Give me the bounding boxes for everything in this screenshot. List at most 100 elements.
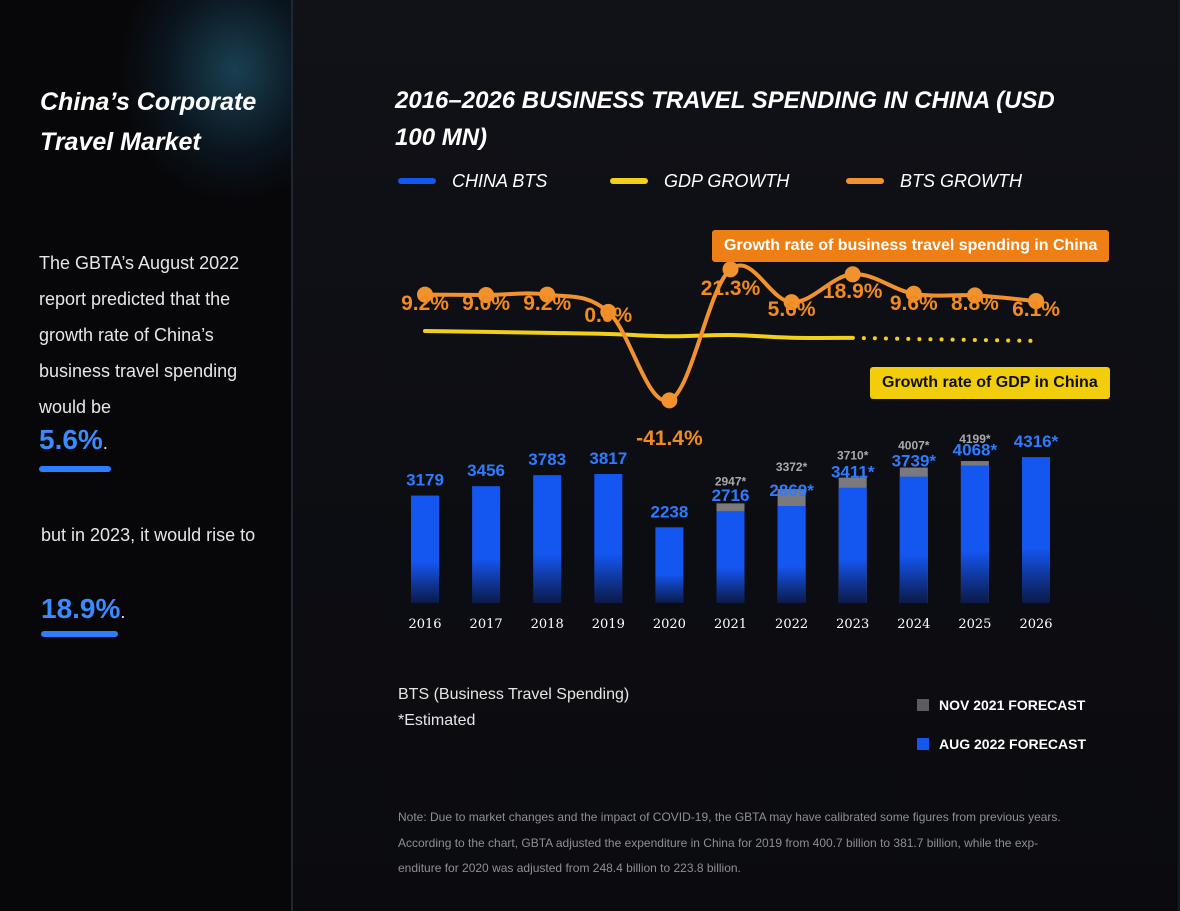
bar-value-label: 4316*	[1014, 432, 1059, 451]
bar-2016	[411, 495, 439, 603]
bts-growth-point-2018	[539, 286, 556, 303]
bar-2025	[960, 465, 989, 603]
legend-swatch-bts-growth	[846, 178, 884, 184]
divider	[291, 0, 293, 911]
x-tick-label: 2020	[653, 617, 686, 632]
period: .	[120, 602, 126, 622]
footnote: Note: Due to market changes and the impa…	[398, 810, 1061, 875]
bar-2017	[472, 486, 501, 603]
bts-growth-callout: Growth rate of business travel spending …	[712, 230, 1110, 262]
bar-2019	[594, 473, 623, 603]
x-tick-label: 2022	[775, 617, 808, 632]
bts-growth-point-2019	[600, 303, 617, 320]
bar-value-label: 3456	[467, 461, 505, 480]
bts-growth-point-2025	[966, 287, 983, 304]
period: .	[102, 433, 108, 453]
gdp-growth-forecast-line	[850, 335, 1038, 343]
x-tick-label: 2021	[714, 617, 747, 632]
bar-2024	[899, 476, 928, 603]
legend-swatch-bts	[398, 178, 436, 184]
bts-growth-point-2020	[661, 392, 678, 409]
legend-bts-growth: BTS GROWTH	[846, 170, 1022, 192]
bar-value-label: 2716	[712, 486, 750, 505]
x-tick-label: 2018	[531, 617, 564, 632]
bar-value-label: 3783	[528, 450, 566, 469]
legend-china-bts: CHINA BTS	[398, 170, 547, 192]
legend-label: AUG 2022 FORECAST	[939, 736, 1087, 752]
sidebar-paragraph-1: The GBTA’s August 2022 report predicted …	[39, 253, 240, 417]
legend-swatch-aug	[917, 738, 929, 750]
highlight-underline	[41, 631, 118, 637]
nov-forecast-label: 4199*	[959, 432, 991, 446]
legend-nov-forecast: NOV 2021 FORECAST	[917, 697, 1085, 713]
bts-growth-point-2021	[722, 261, 739, 278]
chart-panel	[293, 0, 1180, 911]
growth-value-label: 9.0%	[462, 292, 510, 315]
growth-value-label: 9.2%	[401, 292, 449, 315]
x-tick-label: 2017	[470, 617, 503, 632]
sidebar-paragraph-2: but in 2023, it would rise to	[41, 525, 256, 545]
growth-value-label: -41.4%	[636, 427, 703, 450]
growth-value-label: 18.9%	[823, 280, 883, 303]
sidebar: China’s Corporate Travel Market The GBTA…	[0, 0, 292, 911]
bts-definition: BTS (Business Travel Spending)	[398, 686, 630, 703]
bts-growth-point-2026	[1028, 293, 1044, 310]
estimated-note: *Estimated	[398, 712, 476, 729]
gdp-growth-line	[423, 329, 855, 340]
bar-2026	[1022, 457, 1050, 603]
growth-value-label: 21.3%	[701, 277, 761, 300]
gdp-growth-callout: Growth rate of GDP in China	[870, 367, 1110, 399]
sidebar-title: China’s Corporate Travel Market	[40, 88, 257, 156]
bar-2022	[777, 506, 806, 603]
growth-value-label: 6.1%	[1012, 298, 1060, 321]
bar-value-label: 4068*	[953, 441, 998, 460]
bar-value-label: 3817	[589, 449, 627, 468]
bts-growth-point-2016	[417, 286, 433, 303]
divider	[1178, 0, 1180, 911]
x-tick-label: 2024	[897, 617, 930, 632]
chart-title: 2016–2026 BUSINESS TRAVEL SPENDING IN CH…	[395, 87, 1055, 151]
highlight-underline	[39, 466, 111, 472]
growth-value-label: 5.6%	[768, 298, 816, 321]
growth-value-label: 9.6%	[890, 292, 938, 315]
x-tick-label: 2019	[592, 617, 625, 632]
nov-forecast-label: 3710*	[837, 449, 869, 463]
x-tick-label: 2026	[1019, 617, 1052, 632]
bar-value-label: 2238	[650, 502, 688, 521]
growth-value-label: 0.9%	[584, 304, 632, 327]
legend-aug-forecast: AUG 2022 FORECAST	[917, 736, 1086, 752]
x-tick-label: 2025	[958, 617, 991, 632]
highlight-2022-value: 5.6%	[39, 424, 103, 455]
x-tick-label: 2023	[836, 617, 869, 632]
legend-gdp-growth: GDP GROWTH	[610, 170, 789, 192]
bar-value-label: 3411*	[831, 463, 875, 482]
bar-value-label: 2869*	[769, 481, 814, 500]
legend-label: GDP GROWTH	[664, 170, 790, 191]
bts-growth-point-2022	[783, 294, 800, 311]
highlight-2023-growth: 18.9%.	[41, 593, 125, 625]
legend-label: CHINA BTS	[452, 170, 548, 191]
bar-2021	[716, 511, 745, 603]
bar-2018	[533, 475, 562, 603]
legend-label: BTS GROWTH	[900, 170, 1022, 191]
bar-value-label: 3739*	[892, 452, 937, 471]
x-tick-label: 2016	[408, 617, 441, 632]
bar-value-label: 3179	[406, 471, 444, 490]
highlight-2023-value: 18.9%	[41, 593, 121, 624]
bts-growth-point-2023	[844, 266, 861, 283]
nov-forecast-label: 4007*	[898, 439, 930, 453]
growth-value-label: 9.2%	[523, 292, 571, 315]
highlight-2022-growth: 5.6%.	[39, 424, 108, 456]
nov-forecast-label: 3372*	[776, 460, 808, 474]
bar-2023	[838, 487, 867, 603]
nov-forecast-label: 2947*	[715, 474, 747, 488]
bar-2020	[655, 527, 684, 603]
legend-label: NOV 2021 FORECAST	[939, 697, 1086, 713]
legend-swatch-nov	[917, 699, 929, 711]
legend-swatch-gdp	[610, 178, 648, 184]
bts-growth-point-2017	[478, 286, 495, 303]
growth-value-label: 8.8%	[951, 292, 999, 315]
bts-growth-point-2024	[905, 285, 922, 302]
